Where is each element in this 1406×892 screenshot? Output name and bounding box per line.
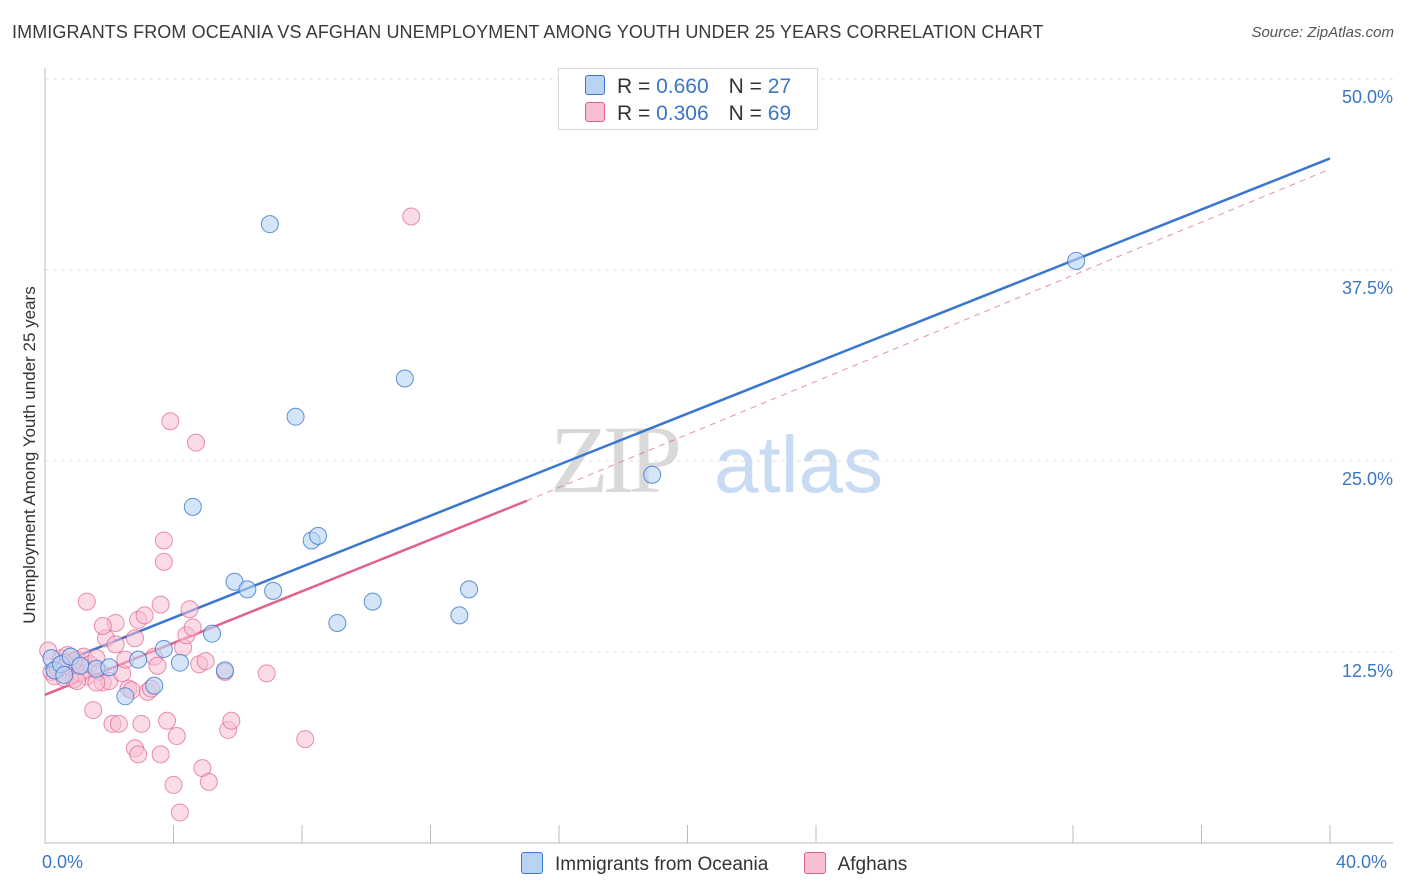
oceania-point	[71, 656, 90, 675]
oceania-point	[1067, 251, 1086, 270]
source-label: Source: ZipAtlas.com	[1251, 24, 1394, 41]
afghans-point	[151, 745, 170, 764]
oceania-point	[203, 624, 222, 643]
afghans-point	[222, 711, 241, 730]
afghans-trend-extension	[526, 168, 1331, 502]
oceania-point	[286, 407, 305, 426]
oceania-point	[170, 653, 189, 672]
legend-r-value: 0.306	[656, 102, 709, 125]
bottom-legend: Immigrants from Oceania Afghans	[521, 852, 937, 876]
legend-r-value: 0.660	[656, 75, 709, 98]
oceania-point	[215, 661, 234, 680]
legend-r-label: R =	[617, 75, 657, 98]
trend-lines	[44, 157, 1331, 696]
watermark: ZIP atlas	[550, 406, 883, 513]
oceania-point	[129, 650, 148, 669]
legend-row-afghans: R = 0.306 N = 69	[585, 102, 791, 128]
afghans-point	[180, 600, 199, 619]
afghans-point	[402, 207, 421, 226]
oceania-trend-line	[44, 157, 1331, 670]
oceania-swatch	[521, 852, 543, 874]
y-tick-label: 12.5%	[1341, 661, 1393, 681]
legend-r-label: R =	[617, 102, 657, 125]
afghans-point	[77, 592, 96, 611]
oceania-swatch	[585, 75, 605, 95]
legend-n-value: 27	[767, 75, 792, 98]
oceania-point	[154, 639, 173, 658]
oceania-point	[264, 581, 283, 600]
afghans-point	[148, 656, 167, 675]
afghans-point	[154, 552, 173, 571]
oceania-point	[238, 580, 257, 599]
afghans-point	[164, 775, 183, 794]
afghans-point	[125, 629, 144, 648]
y-tick-label: 37.5%	[1341, 278, 1393, 298]
afghans-point	[161, 412, 180, 431]
x-tick-label-max: 40.0%	[1336, 852, 1388, 872]
grid-lines	[45, 78, 1393, 653]
oceania-point	[460, 580, 479, 599]
afghans-point	[106, 635, 125, 654]
afghans-point	[132, 714, 151, 733]
oceania-point	[643, 465, 662, 484]
bottom-legend-item-oceania: Immigrants from Oceania	[521, 852, 768, 876]
oceania-point	[328, 613, 347, 632]
afghans-point	[167, 727, 186, 746]
afghans-point	[186, 433, 205, 452]
afghans-swatch	[803, 852, 826, 874]
y-axis-title: Unemployment Among Youth under 25 years	[20, 286, 39, 624]
watermark-atlas: atlas	[714, 420, 883, 509]
oceania-point	[395, 369, 414, 388]
legend-n-label: N =	[728, 102, 768, 125]
data-points	[39, 207, 1086, 822]
chart-title: IMMIGRANTS FROM OCEANIA VS AFGHAN UNEMPL…	[12, 22, 1044, 42]
afghans-point	[109, 714, 128, 733]
oceania-point	[363, 592, 382, 611]
afghans-point	[199, 772, 218, 791]
oceania-point	[260, 215, 279, 234]
afghans-point	[257, 664, 276, 683]
afghans-point	[151, 595, 170, 614]
afghans-point	[183, 618, 202, 637]
afghans-point	[84, 701, 103, 720]
x-tick-label-min: 0.0%	[42, 852, 84, 872]
axes	[44, 68, 1393, 844]
legend-row-oceania: R = 0.660 N = 27	[585, 75, 791, 101]
afghans-point	[129, 745, 148, 764]
bottom-legend-label: Immigrants from Oceania	[555, 854, 769, 875]
oceania-point	[309, 526, 328, 545]
afghans-point	[296, 730, 315, 749]
afghans-point	[93, 617, 112, 636]
afghans-point	[154, 531, 173, 550]
oceania-point	[55, 665, 74, 684]
oceania-point	[450, 606, 469, 625]
afghans-point	[196, 652, 215, 671]
bottom-legend-label: Afghans	[837, 854, 908, 875]
afghans-point	[170, 803, 189, 822]
afghans-point	[158, 711, 177, 730]
legend-box: R = 0.660 N = 27 R = 0.306 N = 69	[558, 68, 818, 130]
bottom-legend-item-afghans: Afghans	[803, 852, 908, 876]
oceania-point	[183, 497, 202, 516]
oceania-point	[145, 676, 164, 695]
y-tick-label: 50.0%	[1341, 87, 1393, 107]
afghans-swatch	[585, 102, 605, 122]
oceania-point	[100, 658, 119, 677]
legend-n-label: N =	[728, 75, 768, 98]
y-tick-label: 25.0%	[1341, 469, 1393, 489]
afghans-point	[135, 606, 154, 625]
legend-n-value: 69	[767, 102, 792, 125]
oceania-point	[116, 687, 135, 706]
